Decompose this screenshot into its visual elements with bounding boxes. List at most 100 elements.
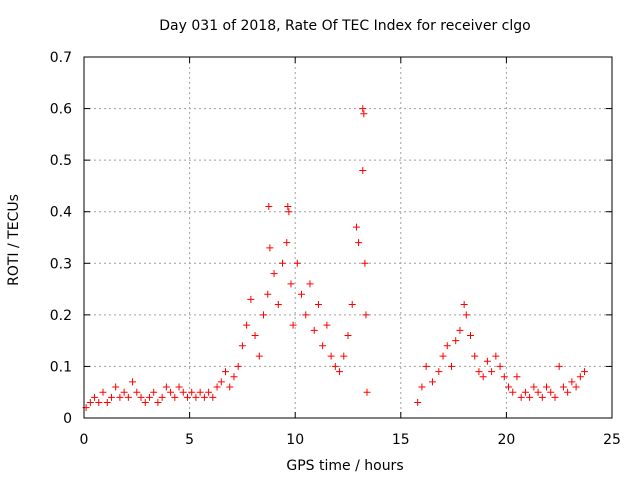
data-point <box>133 388 141 396</box>
data-point <box>302 311 310 319</box>
data-point <box>352 223 360 231</box>
data-point <box>340 352 348 360</box>
data-point <box>513 373 521 381</box>
data-point <box>222 368 230 376</box>
data-point <box>171 393 179 401</box>
data-point <box>116 393 124 401</box>
y-tick-label: 0.3 <box>50 256 72 272</box>
data-point <box>306 280 314 288</box>
data-point <box>205 388 213 396</box>
data-point <box>298 290 306 298</box>
data-point <box>255 352 263 360</box>
data-point <box>475 368 483 376</box>
y-tick-label: 0 <box>63 411 72 427</box>
x-tick-labels: 0 5 10 15 20 25 <box>80 432 621 448</box>
data-point <box>314 301 322 309</box>
data-point <box>167 388 175 396</box>
data-point <box>150 388 158 396</box>
data-point <box>414 399 422 407</box>
data-point <box>521 388 529 396</box>
y-tick-label: 0.6 <box>50 102 72 118</box>
data-point <box>492 352 500 360</box>
data-point <box>452 337 460 345</box>
data-point <box>243 321 251 329</box>
data-point <box>355 239 363 247</box>
data-point <box>331 362 339 370</box>
data-point <box>154 399 162 407</box>
data-point <box>217 378 225 386</box>
data-point <box>568 378 576 386</box>
data-point <box>572 383 580 391</box>
data-point <box>327 352 335 360</box>
data-point <box>129 378 137 386</box>
data-point <box>526 393 534 401</box>
data-point <box>183 393 191 401</box>
data-point <box>363 388 371 396</box>
data-point <box>124 393 132 401</box>
data-point <box>543 383 551 391</box>
data-point <box>238 342 246 350</box>
data-point <box>284 203 292 211</box>
data-point <box>479 373 487 381</box>
data-point <box>158 393 166 401</box>
data-point <box>270 270 278 278</box>
data-point <box>428 378 436 386</box>
data-point <box>310 326 318 334</box>
data-point <box>99 388 107 396</box>
data-point <box>509 388 517 396</box>
data-point <box>581 368 589 376</box>
data-point <box>361 259 369 267</box>
data-point <box>460 301 468 309</box>
data-point <box>285 208 293 216</box>
y-tick-label: 0.4 <box>50 205 72 221</box>
data-point <box>265 203 273 211</box>
data-point <box>175 383 183 391</box>
data-point <box>145 393 153 401</box>
chart-title: Day 031 of 2018, Rate Of TEC Index for r… <box>159 18 530 34</box>
data-point <box>348 301 356 309</box>
data-point <box>418 383 426 391</box>
data-point <box>234 362 242 370</box>
data-point <box>196 388 204 396</box>
x-tick-label: 15 <box>392 432 410 448</box>
data-point <box>260 311 268 319</box>
data-point <box>112 383 120 391</box>
data-point <box>107 393 115 401</box>
data-point <box>488 368 496 376</box>
data-point <box>500 373 508 381</box>
data-point <box>86 399 94 407</box>
data-point <box>274 301 282 309</box>
data-point <box>319 342 327 350</box>
x-tick-label: 0 <box>80 432 89 448</box>
data-point <box>559 383 567 391</box>
data-point <box>266 244 274 252</box>
data-point <box>188 388 196 396</box>
data-point <box>435 368 443 376</box>
data-point <box>564 388 572 396</box>
data-point <box>95 399 103 407</box>
data-point <box>247 295 255 303</box>
data-points <box>82 105 589 412</box>
axis-ticks <box>83 56 613 419</box>
data-point <box>192 393 200 401</box>
data-point <box>534 388 542 396</box>
x-tick-label: 10 <box>286 432 304 448</box>
data-point <box>456 326 464 334</box>
data-point <box>505 383 513 391</box>
data-point <box>447 362 455 370</box>
data-point <box>359 105 367 113</box>
data-point <box>344 331 352 339</box>
x-tick-label: 25 <box>603 432 621 448</box>
data-point <box>462 311 470 319</box>
data-point <box>137 393 145 401</box>
y-tick-labels: 0 0.1 0.2 0.3 0.4 0.5 0.6 0.7 <box>50 50 72 427</box>
data-point <box>264 290 272 298</box>
data-point <box>576 373 584 381</box>
x-axis-title: GPS time / hours <box>286 458 403 474</box>
data-point <box>362 311 370 319</box>
data-point <box>209 393 217 401</box>
data-point <box>213 383 221 391</box>
data-point <box>283 239 291 247</box>
